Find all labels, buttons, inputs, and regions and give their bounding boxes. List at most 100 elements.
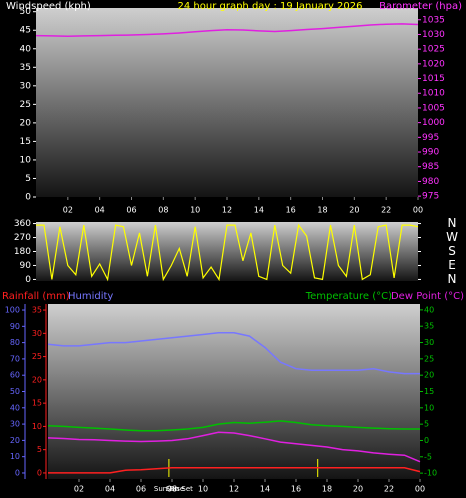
y-tick-label: 20 <box>20 118 32 128</box>
y-tick-label: 30 <box>10 420 20 429</box>
y2-tick-label: 5 <box>424 420 429 429</box>
y-tick-label: 90 <box>10 322 20 331</box>
x-tick-label: 06 <box>136 485 146 494</box>
y-tick-label: 30 <box>20 81 32 91</box>
y2-tick-label: N <box>448 272 457 286</box>
x-tick-label: 22 <box>381 206 391 215</box>
y-tick-label: 360 <box>14 219 31 229</box>
y-tick-label: 70 <box>10 354 20 363</box>
y2-tick-label: 20 <box>424 371 434 380</box>
y3-tick-label: 0 <box>37 468 42 477</box>
y-tick-label: 90 <box>20 261 32 271</box>
y2-tick-label: -10 <box>424 469 437 478</box>
series-line <box>48 467 421 474</box>
x-tick-label: 12 <box>222 206 232 215</box>
x-tick-label: 14 <box>254 206 264 215</box>
y2-axis-label: Barometer (hpa) <box>379 1 462 12</box>
x-tick-label: 16 <box>291 485 301 494</box>
legend-entry: Temperature (°C) <box>305 291 392 302</box>
y2-tick-label: 25 <box>424 354 434 363</box>
y-tick-label: 10 <box>10 452 20 461</box>
x-tick-label: 20 <box>349 206 359 215</box>
series-line <box>47 420 420 432</box>
y-tick-label: 10 <box>20 155 32 165</box>
y2-tick-label: 10 <box>424 403 434 412</box>
x-tick-label: 04 <box>95 206 105 215</box>
y-tick-label: 40 <box>10 403 20 412</box>
y2-tick-label: 1030 <box>422 30 445 40</box>
x-tick-label: 18 <box>322 485 332 494</box>
series-line <box>47 332 420 375</box>
y-tick-label: 60 <box>10 371 20 380</box>
y3-tick-label: 15 <box>32 399 42 408</box>
y3-tick-label: 30 <box>32 329 42 338</box>
x-tick-label: 10 <box>198 485 208 494</box>
x-tick-label: 00 <box>415 485 425 494</box>
x-tick-label: 02 <box>63 206 73 215</box>
legend-entry: Humidity <box>68 291 113 302</box>
y2-tick-label: 1025 <box>422 45 445 55</box>
y3-tick-label: 5 <box>37 445 42 454</box>
y2-tick-label: 0 <box>424 436 429 445</box>
plot-area <box>36 222 418 281</box>
y2-tick-label: -5 <box>424 452 432 461</box>
sun-label: Sun Set <box>166 485 193 493</box>
y2-tick-label: 35 <box>424 322 434 331</box>
y2-tick-label: E <box>448 258 456 272</box>
y-tick-label: 180 <box>14 247 31 257</box>
y2-tick-label: W <box>446 230 458 244</box>
y-tick-label: 0 <box>15 468 20 477</box>
y2-tick-label: N <box>448 216 457 230</box>
plot-area <box>36 8 418 197</box>
y2-tick-label: 1005 <box>422 103 445 113</box>
y2-tick-label: 985 <box>422 162 439 172</box>
y2-tick-label: 40 <box>424 305 434 314</box>
y-tick-label: 35 <box>20 63 31 73</box>
y2-tick-label: 30 <box>424 338 434 347</box>
y-axis-label: Windspeed (kph) <box>6 1 91 12</box>
y2-tick-label: 975 <box>422 192 439 202</box>
y2-tick-label: 1035 <box>422 15 445 25</box>
series-line <box>47 431 421 463</box>
y-tick-label: 25 <box>20 100 31 110</box>
series-line <box>36 223 419 282</box>
y2-tick-label: 1015 <box>422 74 445 84</box>
x-tick-label: 06 <box>126 206 136 215</box>
x-tick-label: 14 <box>260 485 270 494</box>
x-tick-label: 08 <box>167 485 177 494</box>
x-tick-label: 12 <box>229 485 239 494</box>
chart-title: 24 hour graph day : 19 January 2026 <box>178 1 363 12</box>
y-tick-label: 40 <box>20 44 32 54</box>
y-tick-label: 15 <box>20 137 31 147</box>
x-tick-label: 22 <box>384 485 394 494</box>
x-tick-label: 00 <box>413 206 423 215</box>
y2-tick-label: 990 <box>422 148 439 158</box>
y2-tick-label: 1010 <box>422 89 445 99</box>
x-tick-label: 02 <box>74 485 84 494</box>
y3-tick-label: 10 <box>32 422 42 431</box>
series-line <box>35 23 419 37</box>
x-tick-label: 18 <box>317 206 327 215</box>
x-tick-label: 16 <box>286 206 296 215</box>
sun-label: Sun Rise <box>154 485 184 493</box>
y-tick-label: 20 <box>10 436 20 445</box>
y2-tick-label: 1020 <box>422 59 445 69</box>
x-tick-label: 10 <box>190 206 200 215</box>
y3-tick-label: 25 <box>32 352 42 361</box>
y2-tick-label: 15 <box>424 387 434 396</box>
y2-tick-label: 995 <box>422 133 439 143</box>
y-tick-label: 45 <box>20 26 31 36</box>
plot-area <box>48 304 420 479</box>
y-tick-label: 5 <box>25 174 31 184</box>
y-tick-label: 80 <box>10 338 20 347</box>
y2-tick-label: 1000 <box>422 118 445 128</box>
x-tick-label: 04 <box>105 485 115 494</box>
y-tick-label: 50 <box>20 7 32 17</box>
legend-entry: Rainfall (mm) <box>2 291 70 302</box>
y-tick-label: 0 <box>25 275 31 285</box>
y-tick-label: 270 <box>14 233 31 243</box>
y2-tick-label: 980 <box>422 177 439 187</box>
y3-tick-label: 35 <box>32 306 42 315</box>
legend-entry: Dew Point (°C) <box>391 291 464 302</box>
